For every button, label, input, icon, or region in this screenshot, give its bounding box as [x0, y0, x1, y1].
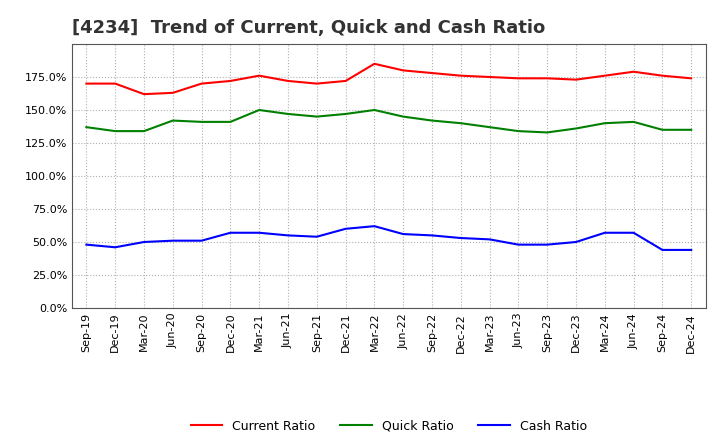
- Current Ratio: [600, 73, 609, 78]
- Line: Quick Ratio: Quick Ratio: [86, 110, 691, 132]
- Quick Ratio: [284, 111, 292, 117]
- Quick Ratio: [370, 107, 379, 113]
- Cash Ratio: [82, 242, 91, 247]
- Current Ratio: [226, 78, 235, 84]
- Cash Ratio: [456, 235, 465, 241]
- Current Ratio: [111, 81, 120, 86]
- Quick Ratio: [255, 107, 264, 113]
- Cash Ratio: [428, 233, 436, 238]
- Quick Ratio: [82, 125, 91, 130]
- Current Ratio: [572, 77, 580, 82]
- Quick Ratio: [514, 128, 523, 134]
- Cash Ratio: [572, 239, 580, 245]
- Cash Ratio: [485, 237, 494, 242]
- Current Ratio: [485, 74, 494, 80]
- Cash Ratio: [255, 230, 264, 235]
- Quick Ratio: [543, 130, 552, 135]
- Current Ratio: [687, 76, 696, 81]
- Quick Ratio: [168, 118, 177, 123]
- Current Ratio: [284, 78, 292, 84]
- Quick Ratio: [658, 127, 667, 132]
- Quick Ratio: [399, 114, 408, 119]
- Cash Ratio: [658, 247, 667, 253]
- Quick Ratio: [341, 111, 350, 117]
- Quick Ratio: [629, 119, 638, 125]
- Quick Ratio: [600, 121, 609, 126]
- Current Ratio: [428, 70, 436, 76]
- Quick Ratio: [428, 118, 436, 123]
- Cash Ratio: [370, 224, 379, 229]
- Cash Ratio: [543, 242, 552, 247]
- Current Ratio: [629, 69, 638, 74]
- Cash Ratio: [341, 226, 350, 231]
- Legend: Current Ratio, Quick Ratio, Cash Ratio: Current Ratio, Quick Ratio, Cash Ratio: [186, 414, 592, 437]
- Quick Ratio: [197, 119, 206, 125]
- Cash Ratio: [312, 234, 321, 239]
- Cash Ratio: [197, 238, 206, 243]
- Quick Ratio: [312, 114, 321, 119]
- Current Ratio: [543, 76, 552, 81]
- Cash Ratio: [514, 242, 523, 247]
- Line: Cash Ratio: Cash Ratio: [86, 226, 691, 250]
- Quick Ratio: [572, 126, 580, 131]
- Cash Ratio: [284, 233, 292, 238]
- Current Ratio: [456, 73, 465, 78]
- Cash Ratio: [168, 238, 177, 243]
- Current Ratio: [168, 90, 177, 95]
- Quick Ratio: [687, 127, 696, 132]
- Cash Ratio: [399, 231, 408, 237]
- Current Ratio: [312, 81, 321, 86]
- Line: Current Ratio: Current Ratio: [86, 64, 691, 94]
- Cash Ratio: [629, 230, 638, 235]
- Quick Ratio: [140, 128, 148, 134]
- Quick Ratio: [111, 128, 120, 134]
- Current Ratio: [140, 92, 148, 97]
- Quick Ratio: [456, 121, 465, 126]
- Current Ratio: [370, 61, 379, 66]
- Text: [4234]  Trend of Current, Quick and Cash Ratio: [4234] Trend of Current, Quick and Cash …: [72, 19, 545, 37]
- Cash Ratio: [140, 239, 148, 245]
- Quick Ratio: [226, 119, 235, 125]
- Current Ratio: [399, 68, 408, 73]
- Current Ratio: [255, 73, 264, 78]
- Cash Ratio: [226, 230, 235, 235]
- Current Ratio: [514, 76, 523, 81]
- Current Ratio: [82, 81, 91, 86]
- Cash Ratio: [111, 245, 120, 250]
- Quick Ratio: [485, 125, 494, 130]
- Current Ratio: [658, 73, 667, 78]
- Current Ratio: [197, 81, 206, 86]
- Current Ratio: [341, 78, 350, 84]
- Cash Ratio: [687, 247, 696, 253]
- Cash Ratio: [600, 230, 609, 235]
